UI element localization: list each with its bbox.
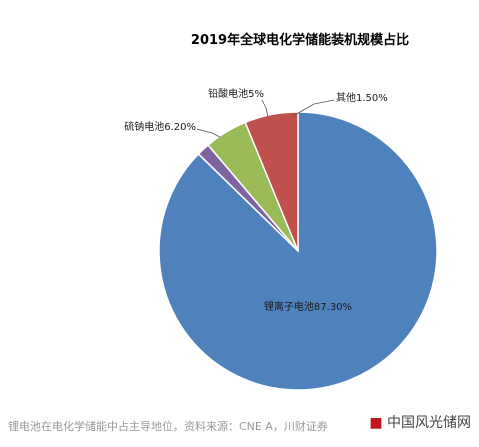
- watermark-text: 中国风光储网: [387, 415, 471, 431]
- data-label: 锂离子电池87.30%: [264, 300, 352, 313]
- leader-line: [262, 100, 268, 117]
- data-label: 硫钠电池6.20%: [124, 120, 196, 133]
- leader-line: [197, 129, 220, 137]
- figure-caption: 锂电池在电化学储能中占主导地位，资料来源：CNE A，川财证券: [8, 418, 328, 434]
- data-label: 其他1.50%: [336, 91, 388, 104]
- watermark: ■ 中国风光储网: [369, 412, 471, 432]
- watermark-logo-icon: ■: [369, 415, 382, 431]
- data-label: 铅酸电池5%: [208, 87, 264, 100]
- chart-title: 2019年全球电化学储能装机规模占比: [191, 32, 409, 48]
